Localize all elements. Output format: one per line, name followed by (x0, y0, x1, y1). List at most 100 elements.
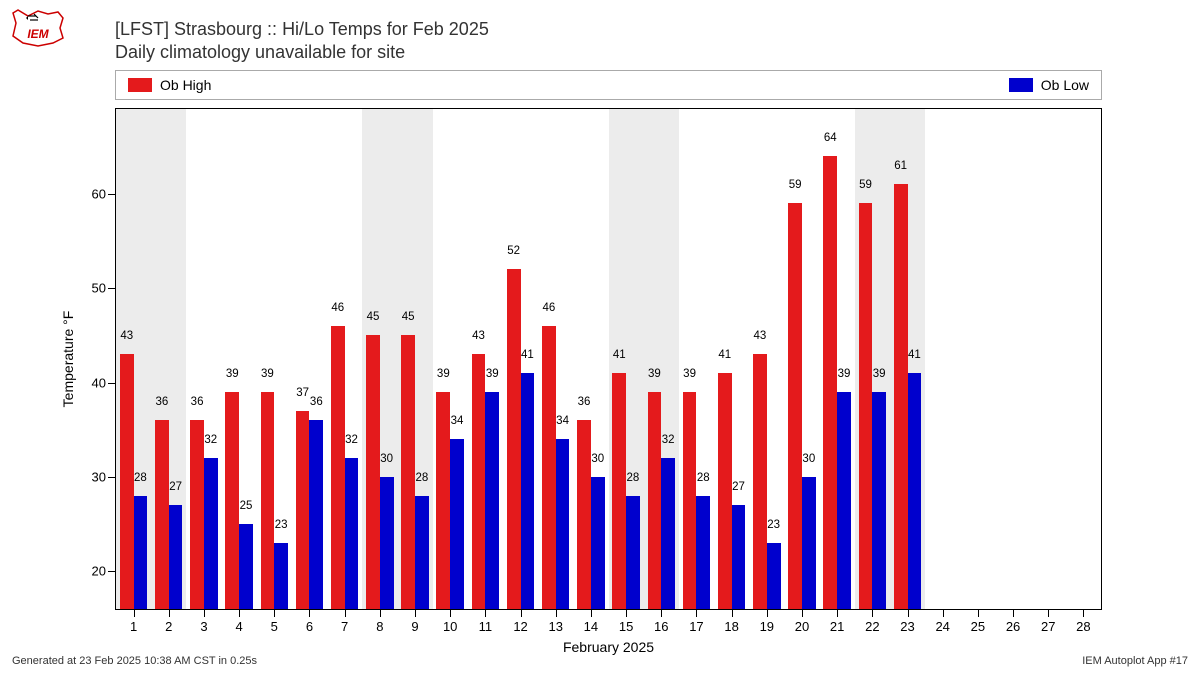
x-tick (626, 609, 627, 617)
x-tick (485, 609, 486, 617)
y-tick (108, 571, 116, 572)
x-tick-label: 17 (689, 619, 703, 634)
bar-label-low: 36 (310, 396, 323, 408)
x-tick-label: 14 (584, 619, 598, 634)
title-line-1: [LFST] Strasbourg :: Hi/Lo Temps for Feb… (115, 18, 489, 41)
bar-high (894, 184, 908, 609)
x-tick-label: 12 (513, 619, 527, 634)
x-tick (274, 609, 275, 617)
bar-high (859, 203, 873, 609)
bar-low (837, 392, 851, 609)
x-tick-label: 5 (271, 619, 278, 634)
x-tick-label: 7 (341, 619, 348, 634)
bar-low (204, 458, 218, 609)
bar-label-high: 36 (156, 396, 169, 408)
bar-high (225, 392, 239, 609)
x-tick (837, 609, 838, 617)
y-tick (108, 194, 116, 195)
bar-label-high: 36 (578, 396, 591, 408)
bar-label-low: 27 (732, 481, 745, 493)
bar-high (472, 354, 486, 609)
x-tick-label: 1 (130, 619, 137, 634)
bar-low (767, 543, 781, 609)
x-tick (415, 609, 416, 617)
bar-low (485, 392, 499, 609)
bar-high (401, 335, 415, 609)
x-tick-label: 9 (411, 619, 418, 634)
y-tick-label: 60 (92, 186, 106, 201)
x-axis-label: February 2025 (563, 639, 654, 655)
x-tick (345, 609, 346, 617)
legend-label-low: Ob Low (1041, 77, 1089, 93)
bar-low (908, 373, 922, 609)
bar-label-low: 32 (345, 434, 358, 446)
x-tick (450, 609, 451, 617)
bar-label-low: 34 (451, 415, 464, 427)
bar-label-low: 27 (169, 481, 182, 493)
bar-label-high: 59 (789, 179, 802, 191)
x-tick-label: 15 (619, 619, 633, 634)
legend: Ob High Ob Low (115, 70, 1102, 100)
svg-text:IEM: IEM (27, 27, 49, 41)
title-line-2: Daily climatology unavailable for site (115, 41, 489, 64)
bar-high (507, 269, 521, 609)
bar-label-high: 43 (472, 330, 485, 342)
x-tick (802, 609, 803, 617)
x-tick (943, 609, 944, 617)
bar-label-high: 61 (894, 160, 907, 172)
bar-label-high: 39 (226, 368, 239, 380)
x-tick-label: 16 (654, 619, 668, 634)
bar-label-low: 32 (662, 434, 675, 446)
bar-low (521, 373, 535, 609)
bar-label-high: 41 (718, 349, 731, 361)
bar-low (309, 420, 323, 609)
legend-swatch-low (1009, 78, 1033, 92)
x-tick-label: 3 (200, 619, 207, 634)
y-tick (108, 477, 116, 478)
x-tick-label: 18 (724, 619, 738, 634)
bar-label-high: 43 (754, 330, 767, 342)
bar-label-high: 64 (824, 132, 837, 144)
bar-label-low: 23 (767, 519, 780, 531)
x-tick-label: 13 (548, 619, 562, 634)
bar-label-low: 30 (591, 453, 604, 465)
x-tick (556, 609, 557, 617)
bar-low (380, 477, 394, 609)
bar-high (612, 373, 626, 609)
bar-low (169, 505, 183, 609)
bar-low (415, 496, 429, 609)
bar-label-high: 52 (507, 245, 520, 257)
plot-area: Temperature °F February 2025 20304050601… (115, 108, 1102, 610)
x-tick-label: 11 (479, 619, 493, 634)
bar-high (331, 326, 345, 609)
bar-low (345, 458, 359, 609)
bar-label-high: 39 (648, 368, 661, 380)
x-tick (1083, 609, 1084, 617)
bar-label-low: 23 (275, 519, 288, 531)
x-tick (696, 609, 697, 617)
chart-title: [LFST] Strasbourg :: Hi/Lo Temps for Feb… (115, 18, 489, 65)
x-tick-label: 4 (236, 619, 243, 634)
x-tick (169, 609, 170, 617)
bar-label-high: 45 (402, 311, 415, 323)
x-tick (309, 609, 310, 617)
bar-label-high: 39 (437, 368, 450, 380)
footer-app: IEM Autoplot App #17 (1082, 655, 1188, 667)
bar-high (788, 203, 802, 609)
bar-low (696, 496, 710, 609)
legend-item-low: Ob Low (1009, 77, 1089, 93)
x-tick-label: 19 (760, 619, 774, 634)
y-tick-label: 30 (92, 469, 106, 484)
bar-low (556, 439, 570, 609)
bar-label-low: 32 (204, 434, 217, 446)
bar-low (450, 439, 464, 609)
bar-high (683, 392, 697, 609)
x-tick (591, 609, 592, 617)
bar-high (296, 411, 310, 609)
y-axis-label: Temperature °F (60, 311, 76, 408)
bar-label-low: 28 (627, 472, 640, 484)
footer-generated: Generated at 23 Feb 2025 10:38 AM CST in… (12, 655, 257, 667)
bar-label-high: 45 (367, 311, 380, 323)
bar-high (648, 392, 662, 609)
x-tick-label: 6 (306, 619, 313, 634)
